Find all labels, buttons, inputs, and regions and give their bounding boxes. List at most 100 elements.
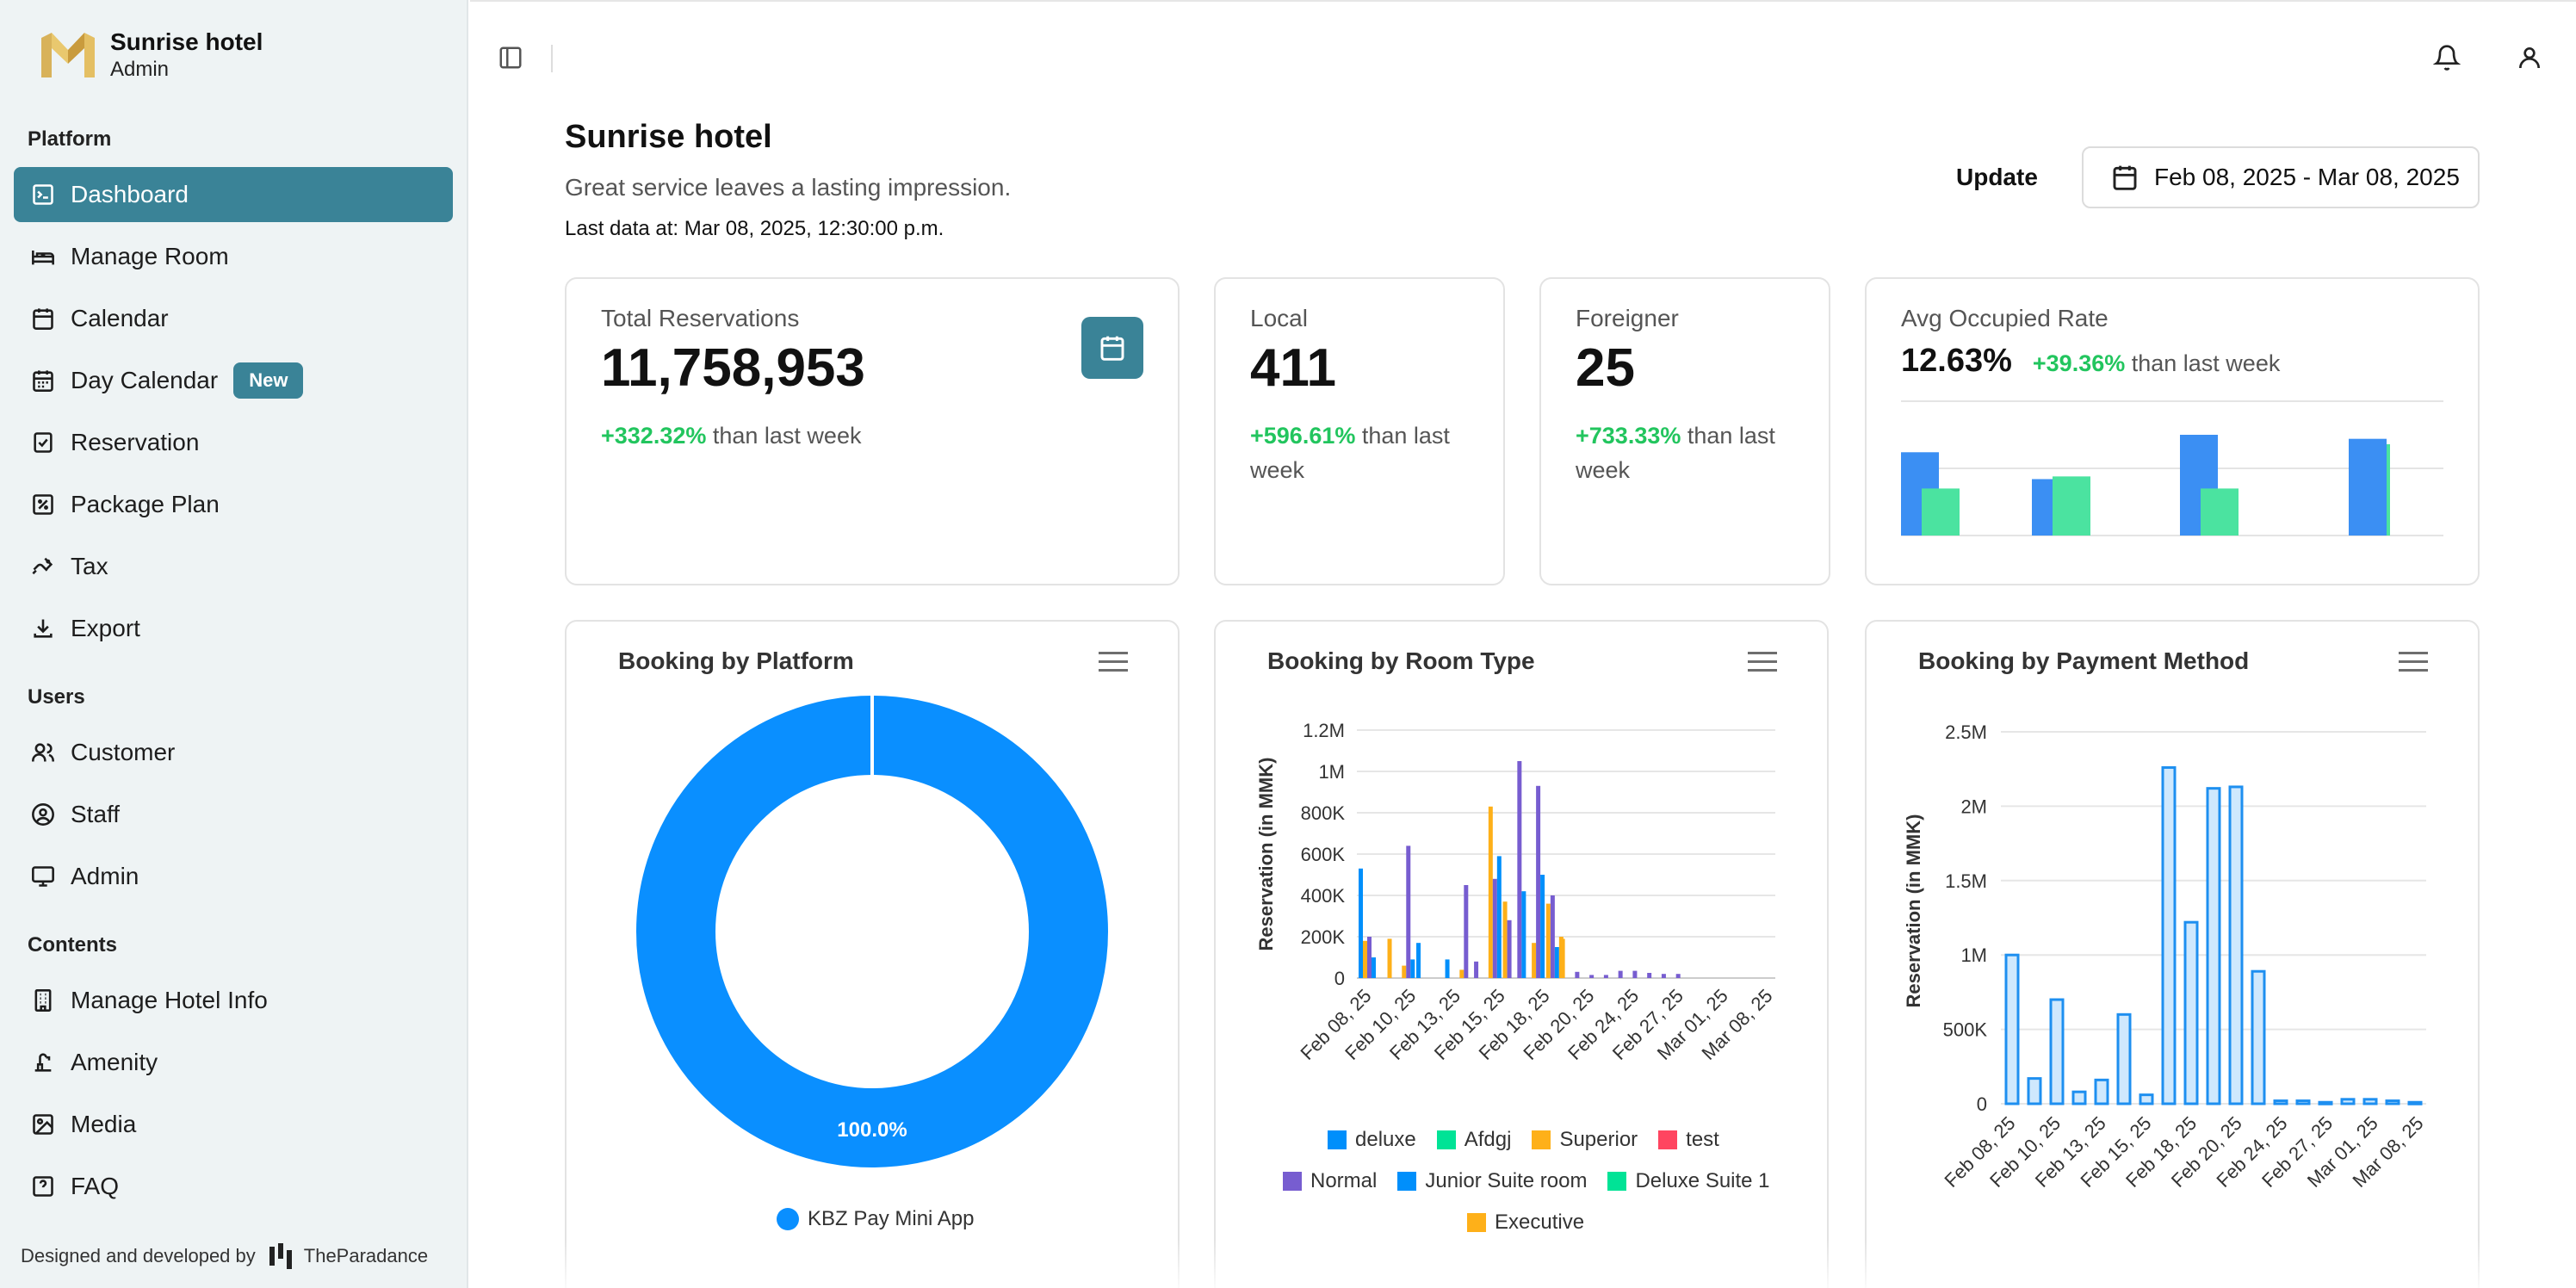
sidebar-item-manage-hotel-info[interactable]: Manage Hotel Info [14,973,453,1028]
sidebar-item-label: Day Calendar [71,367,219,393]
sidebar-item-media[interactable]: Media [14,1097,453,1152]
sidebar-item-label: FAQ [71,1173,120,1199]
calendar-button[interactable] [1081,317,1143,379]
sidebar-item-label: Amenity [71,1049,158,1075]
slice-label: 100.0% [837,1118,907,1142]
payment-bar [2161,765,2177,1105]
menu-icon[interactable] [2399,651,2428,673]
room-type-bar [1416,943,1421,978]
legend-item[interactable]: Afdgj [1436,1128,1511,1152]
stat-value: 12.63% [1901,343,2012,379]
sidebar-item-amenity[interactable]: Amenity [14,1035,453,1090]
update-button[interactable]: Update [1956,164,2038,190]
user-icon[interactable] [2516,43,2543,72]
sidebar-item-package-plan[interactable]: Package Plan [14,477,453,532]
room-type-bar [1363,940,1367,978]
sidebar-item-faq[interactable]: FAQ [14,1159,453,1214]
payment-bar [2049,998,2065,1105]
monitor-icon [29,863,57,890]
stat-card-local: Local 411 +596.61% than last week [1214,277,1505,585]
legend-marker [1283,1172,1302,1191]
room-type-bar [1647,973,1652,978]
sidebar-item-dashboard[interactable]: Dashboard [14,167,453,222]
stat-label: Total Reservations [601,305,800,331]
brand-name: Sunrise hotel [110,28,263,55]
y-tick-label: 1M [1318,761,1345,783]
occupancy-bar [2201,488,2239,536]
sidebar-item-manage-room[interactable]: Manage Room [14,229,453,284]
chart-title: Booking by Payment Method [1918,647,2250,674]
legend-label: test [1686,1128,1719,1151]
chart-legend-row-3: Executive [1467,1211,1605,1235]
hotel-logo-icon [41,33,95,77]
image-icon [29,1111,57,1138]
divider [551,45,553,72]
y-axis-title: Reservation (in MMK) [1255,758,1277,951]
room-type-bar [1554,947,1559,978]
legend-item[interactable]: KBZ Pay Mini App [777,1207,974,1231]
stat-change: +39.36% [2032,350,2126,376]
sidebar-item-tax[interactable]: Tax [14,539,453,594]
room-type-bar [1575,971,1580,978]
legend-item[interactable]: Executive [1467,1211,1584,1235]
room-type-bar [1496,856,1502,978]
payment-bar [2094,1078,2109,1105]
sidebar-item-export[interactable]: Export [14,601,453,656]
sidebar-item-label: Package Plan [71,491,220,517]
sidebar-item-customer[interactable]: Customer [14,725,453,780]
legend-item[interactable]: Deluxe Suite 1 [1607,1169,1770,1193]
legend-item[interactable]: Superior [1532,1128,1638,1152]
sidebar-toggle-icon[interactable] [498,45,523,71]
y-tick-label: 2M [1960,796,1987,817]
payment-bar [2251,969,2266,1105]
topbar [470,0,2576,112]
amenity-icon [29,1049,57,1076]
bed-icon [29,243,57,270]
y-tick-label: 0 [1334,968,1345,989]
y-tick-label: 500K [1943,1019,1988,1041]
menu-icon[interactable] [1099,651,1128,673]
sidebar-item-label: Manage Hotel Info [71,987,268,1013]
sidebar-item-reservation[interactable]: Reservation [14,415,453,470]
calendar-icon [29,305,57,332]
sidebar-item-day-calendar[interactable]: Day Calendar New [14,353,453,408]
room-type-bar [1517,761,1522,978]
payment-bar [2116,1012,2132,1105]
sidebar-item-label: Tax [71,553,108,579]
footer-company[interactable]: TheParadance [303,1245,429,1266]
legend-item[interactable]: Normal [1283,1169,1377,1193]
menu-icon[interactable] [1748,651,1777,673]
legend-label: deluxe [1355,1128,1416,1151]
stat-suffix: than last week [706,423,862,449]
room-type-bar [1372,957,1376,978]
stat-card-foreigner: Foreigner 25 +733.33% than last week [1539,277,1830,585]
room-type-bar [1474,961,1479,978]
stat-card-total-reservations: Total Reservations 11,758,953 +332.32% t… [565,277,1180,585]
payment-bar [2228,785,2244,1105]
sidebar-item-admin[interactable]: Admin [14,849,453,904]
bell-icon[interactable] [2433,43,2461,72]
sidebar-item-label: Calendar [71,305,169,331]
legend-item[interactable]: test [1658,1128,1719,1152]
chart-card-booking-by-payment-method: Booking by Payment Method 0 500K 1M 1.5M 2M 2… [1865,620,2480,1288]
chart-title: Booking by Platform [618,647,854,674]
sidebar-item-calendar[interactable]: Calendar [14,291,453,346]
payment-bar [2362,1098,2378,1105]
legend-item[interactable]: deluxe [1328,1128,1416,1152]
occupancy-bar [1922,488,1960,536]
payment-bar [2318,1100,2333,1105]
date-range-picker[interactable]: Feb 08, 2025 - Mar 08, 2025 [2082,146,2480,208]
donut-slice [636,696,1108,1167]
payment-bar [2407,1100,2423,1105]
room-type-bar [1402,965,1407,978]
sidebar-item-label: Customer [71,739,176,765]
stat-trend: +332.32% than last week [601,418,861,453]
legend-item[interactable]: Junior Suite room [1397,1169,1587,1193]
sidebar-item-staff[interactable]: Staff [14,787,453,842]
room-type-bar [1550,895,1555,978]
tax-icon [29,553,57,580]
brand[interactable]: Sunrise hotel Admin [38,28,263,83]
payment-bar [2183,920,2199,1105]
stat-suffix: than last week [1250,423,1450,483]
y-tick-label: 400K [1301,885,1346,907]
